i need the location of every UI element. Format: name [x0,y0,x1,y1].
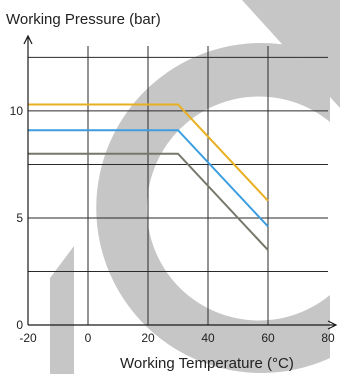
x-tick-label: 60 [261,331,275,345]
y-tick-label: 0 [16,318,23,332]
x-axis-title: Working Temperature (°C) [120,355,294,372]
series-line-1 [28,103,269,202]
y-axis-arrow [23,34,33,45]
x-tick-label: -20 [19,331,37,345]
watermark-bar [50,246,74,374]
series-line-3 [28,152,269,251]
x-tick-label: 80 [321,331,335,345]
watermark-ring [96,42,330,373]
x-axis-arrow [327,320,338,330]
x-tick-label: 0 [85,331,92,345]
watermark-slash [242,0,340,108]
series-lines [28,103,269,251]
y-axis-title: Working Pressure (bar) [6,11,161,28]
watermark [50,0,340,374]
x-tick-label: 20 [141,331,155,345]
x-tick-label: 40 [201,331,215,345]
series-line-2 [28,129,269,228]
axes [23,34,338,330]
grid [28,46,328,325]
y-tick-label: 10 [10,104,24,118]
y-tick-label: 5 [16,211,23,225]
